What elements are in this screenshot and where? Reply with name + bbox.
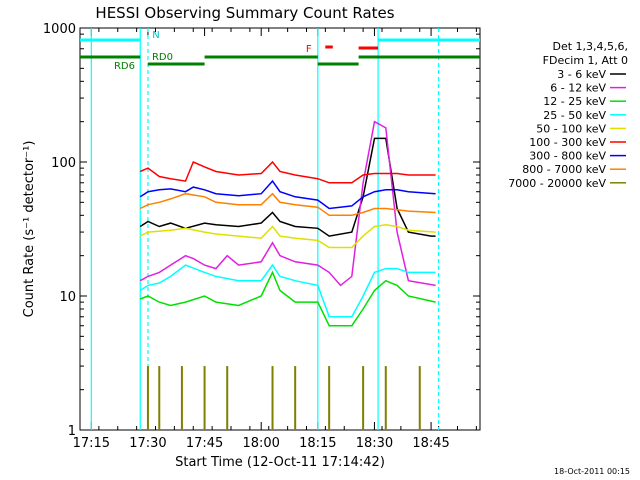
y-tick-label: 1 xyxy=(68,424,76,439)
y-tick-label: 10 xyxy=(59,290,76,305)
series-line-3 xyxy=(139,263,436,318)
series-line-0 xyxy=(139,137,436,237)
x-tick-label: 18:30 xyxy=(356,436,393,451)
series-line-6 xyxy=(139,179,436,210)
series-line-1 xyxy=(139,120,436,287)
plot-frame xyxy=(79,27,481,431)
legend-entry-label: 300 - 800 keV xyxy=(529,150,606,163)
series-line-7 xyxy=(139,192,436,217)
y-axis-label: Count Rate (s⁻¹ detector⁻¹) xyxy=(22,141,37,318)
legend-entry-label: 12 - 25 keV xyxy=(543,95,606,108)
series-line-5 xyxy=(139,160,436,184)
legend-header: FDecim 1, Att 0 xyxy=(543,54,628,67)
series-line-4 xyxy=(139,224,436,249)
series-line-2 xyxy=(139,270,436,327)
legend-entry-label: 7000 - 20000 keV xyxy=(508,177,606,190)
chart-title: HESSI Observing Summary Count Rates xyxy=(95,4,394,22)
rd-label: RD6 xyxy=(114,61,135,72)
legend-entry-label: 100 - 300 keV xyxy=(529,136,606,149)
x-axis-label: Start Time (12-Oct-11 17:14:42) xyxy=(175,455,385,470)
footer-timestamp: 18-Oct-2011 00:15 xyxy=(554,467,630,476)
flare-label: F xyxy=(306,44,312,55)
x-tick-label: 17:30 xyxy=(129,436,166,451)
legend-entry-label: 25 - 50 keV xyxy=(543,109,606,122)
x-tick-label: 17:45 xyxy=(186,436,223,451)
x-tick-label: 18:15 xyxy=(299,436,336,451)
legend-entry-label: 3 - 6 keV xyxy=(557,68,606,81)
x-tick-label: 18:00 xyxy=(242,436,279,451)
legend-header: Det 1,3,4,5,6, xyxy=(552,40,628,53)
y-tick-label: 100 xyxy=(51,156,76,171)
night-label: N xyxy=(152,30,159,41)
legend-entry-label: 50 - 100 keV xyxy=(536,122,606,135)
y-tick-label: 1000 xyxy=(43,22,76,37)
x-tick-label: 18:45 xyxy=(412,436,449,451)
x-tick-label: 17:15 xyxy=(73,436,110,451)
rd-label: RD0 xyxy=(152,52,173,63)
legend-entry-label: 800 - 7000 keV xyxy=(522,163,606,176)
legend-entry-label: 6 - 12 keV xyxy=(550,82,606,95)
